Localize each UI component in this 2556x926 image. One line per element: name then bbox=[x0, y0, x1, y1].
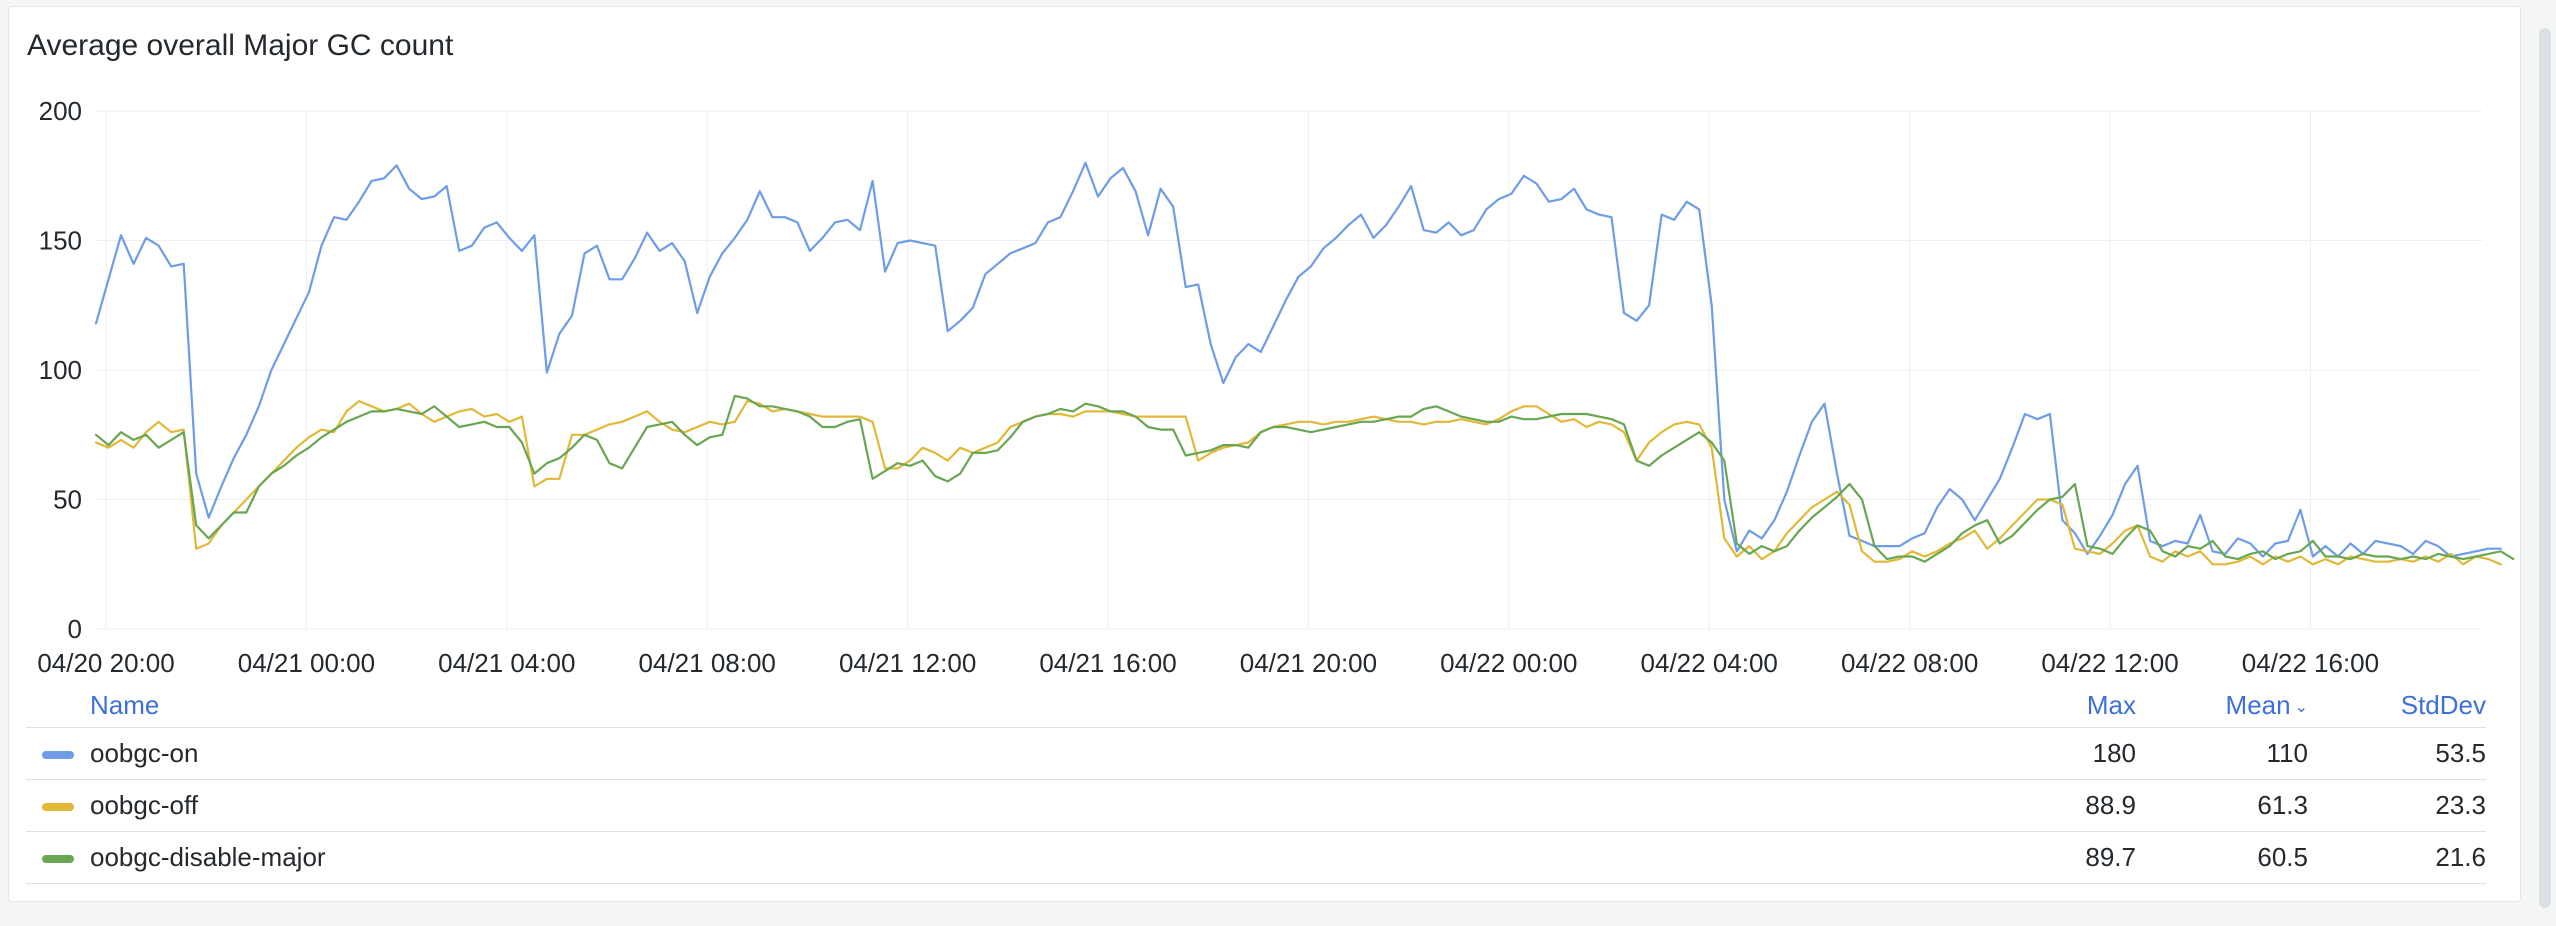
legend-header-name[interactable]: Name bbox=[26, 683, 2016, 728]
legend-row[interactable]: oobgc-disable-major 89.7 60.5 21.6 bbox=[26, 831, 2486, 884]
legend-header-row: Name Max Mean ⌄ StdDev bbox=[26, 683, 2486, 728]
legend-mean-value: 61.3 bbox=[2136, 779, 2308, 832]
legend-table: Name Max Mean ⌄ StdDev oobgc-on 180 110 5… bbox=[26, 683, 2486, 884]
x-tick-label: 04/21 16:00 bbox=[1039, 648, 1176, 678]
x-tick-label: 04/22 00:00 bbox=[1440, 648, 1577, 678]
series-line-oobgc-off[interactable] bbox=[94, 400, 2502, 566]
x-tick-label: 04/21 08:00 bbox=[639, 648, 776, 678]
legend-mean-value: 60.5 bbox=[2136, 831, 2308, 884]
panel-title[interactable]: Average overall Major GC count bbox=[27, 29, 454, 62]
x-tick-label: 04/21 20:00 bbox=[1240, 648, 1377, 678]
time-series-chart[interactable]: 0 50 100 150 200 04/20 20:00 04/21 00:00 04/21 … bbox=[0, 0, 2540, 680]
series-line-oobgc-on[interactable] bbox=[94, 161, 2502, 558]
vertical-scrollbar[interactable] bbox=[2534, 0, 2556, 926]
legend-max-value: 89.7 bbox=[2016, 831, 2136, 884]
legend-series-name[interactable]: oobgc-disable-major bbox=[90, 842, 326, 872]
series-color-swatch[interactable] bbox=[42, 751, 74, 760]
x-tick-label: 04/20 20:00 bbox=[37, 648, 174, 678]
legend-row[interactable]: oobgc-off 88.9 61.3 23.3 bbox=[26, 779, 2486, 832]
y-tick-label: 100 bbox=[39, 355, 82, 385]
x-tick-label: 04/21 00:00 bbox=[238, 648, 375, 678]
x-tick-label: 04/22 12:00 bbox=[2041, 648, 2178, 678]
legend-series-name[interactable]: oobgc-on bbox=[90, 738, 199, 768]
legend-max-value: 180 bbox=[2016, 727, 2136, 780]
series-color-swatch[interactable] bbox=[42, 803, 74, 812]
legend-header-mean-label: Mean bbox=[2225, 689, 2291, 720]
legend-row[interactable]: oobgc-on 180 110 53.5 bbox=[26, 727, 2486, 780]
legend-mean-value: 110 bbox=[2136, 727, 2308, 780]
x-tick-label: 04/22 08:00 bbox=[1841, 648, 1978, 678]
series-color-swatch[interactable] bbox=[42, 855, 74, 864]
x-tick-label: 04/22 04:00 bbox=[1641, 648, 1778, 678]
y-tick-label: 150 bbox=[39, 226, 82, 256]
legend-stddev-value: 23.3 bbox=[2308, 779, 2486, 832]
x-tick-label: 04/21 04:00 bbox=[438, 648, 575, 678]
legend-header-mean[interactable]: Mean ⌄ bbox=[2136, 683, 2308, 728]
y-tick-label: 50 bbox=[53, 485, 82, 515]
legend-header-max[interactable]: Max bbox=[2016, 683, 2136, 728]
y-tick-label: 200 bbox=[39, 96, 82, 126]
x-tick-label: 04/22 16:00 bbox=[2242, 648, 2379, 678]
sort-descending-icon: ⌄ bbox=[2294, 698, 2308, 716]
scrollbar-thumb[interactable] bbox=[2539, 28, 2551, 908]
series-line-oobgc-disable-major[interactable] bbox=[94, 394, 2515, 563]
legend-stddev-value: 21.6 bbox=[2308, 831, 2486, 884]
x-tick-label: 04/21 12:00 bbox=[839, 648, 976, 678]
legend-stddev-value: 53.5 bbox=[2308, 727, 2486, 780]
legend-series-name[interactable]: oobgc-off bbox=[90, 790, 198, 820]
legend-header-stddev[interactable]: StdDev bbox=[2308, 683, 2486, 728]
legend-max-value: 88.9 bbox=[2016, 779, 2136, 832]
y-tick-label: 0 bbox=[68, 614, 82, 644]
